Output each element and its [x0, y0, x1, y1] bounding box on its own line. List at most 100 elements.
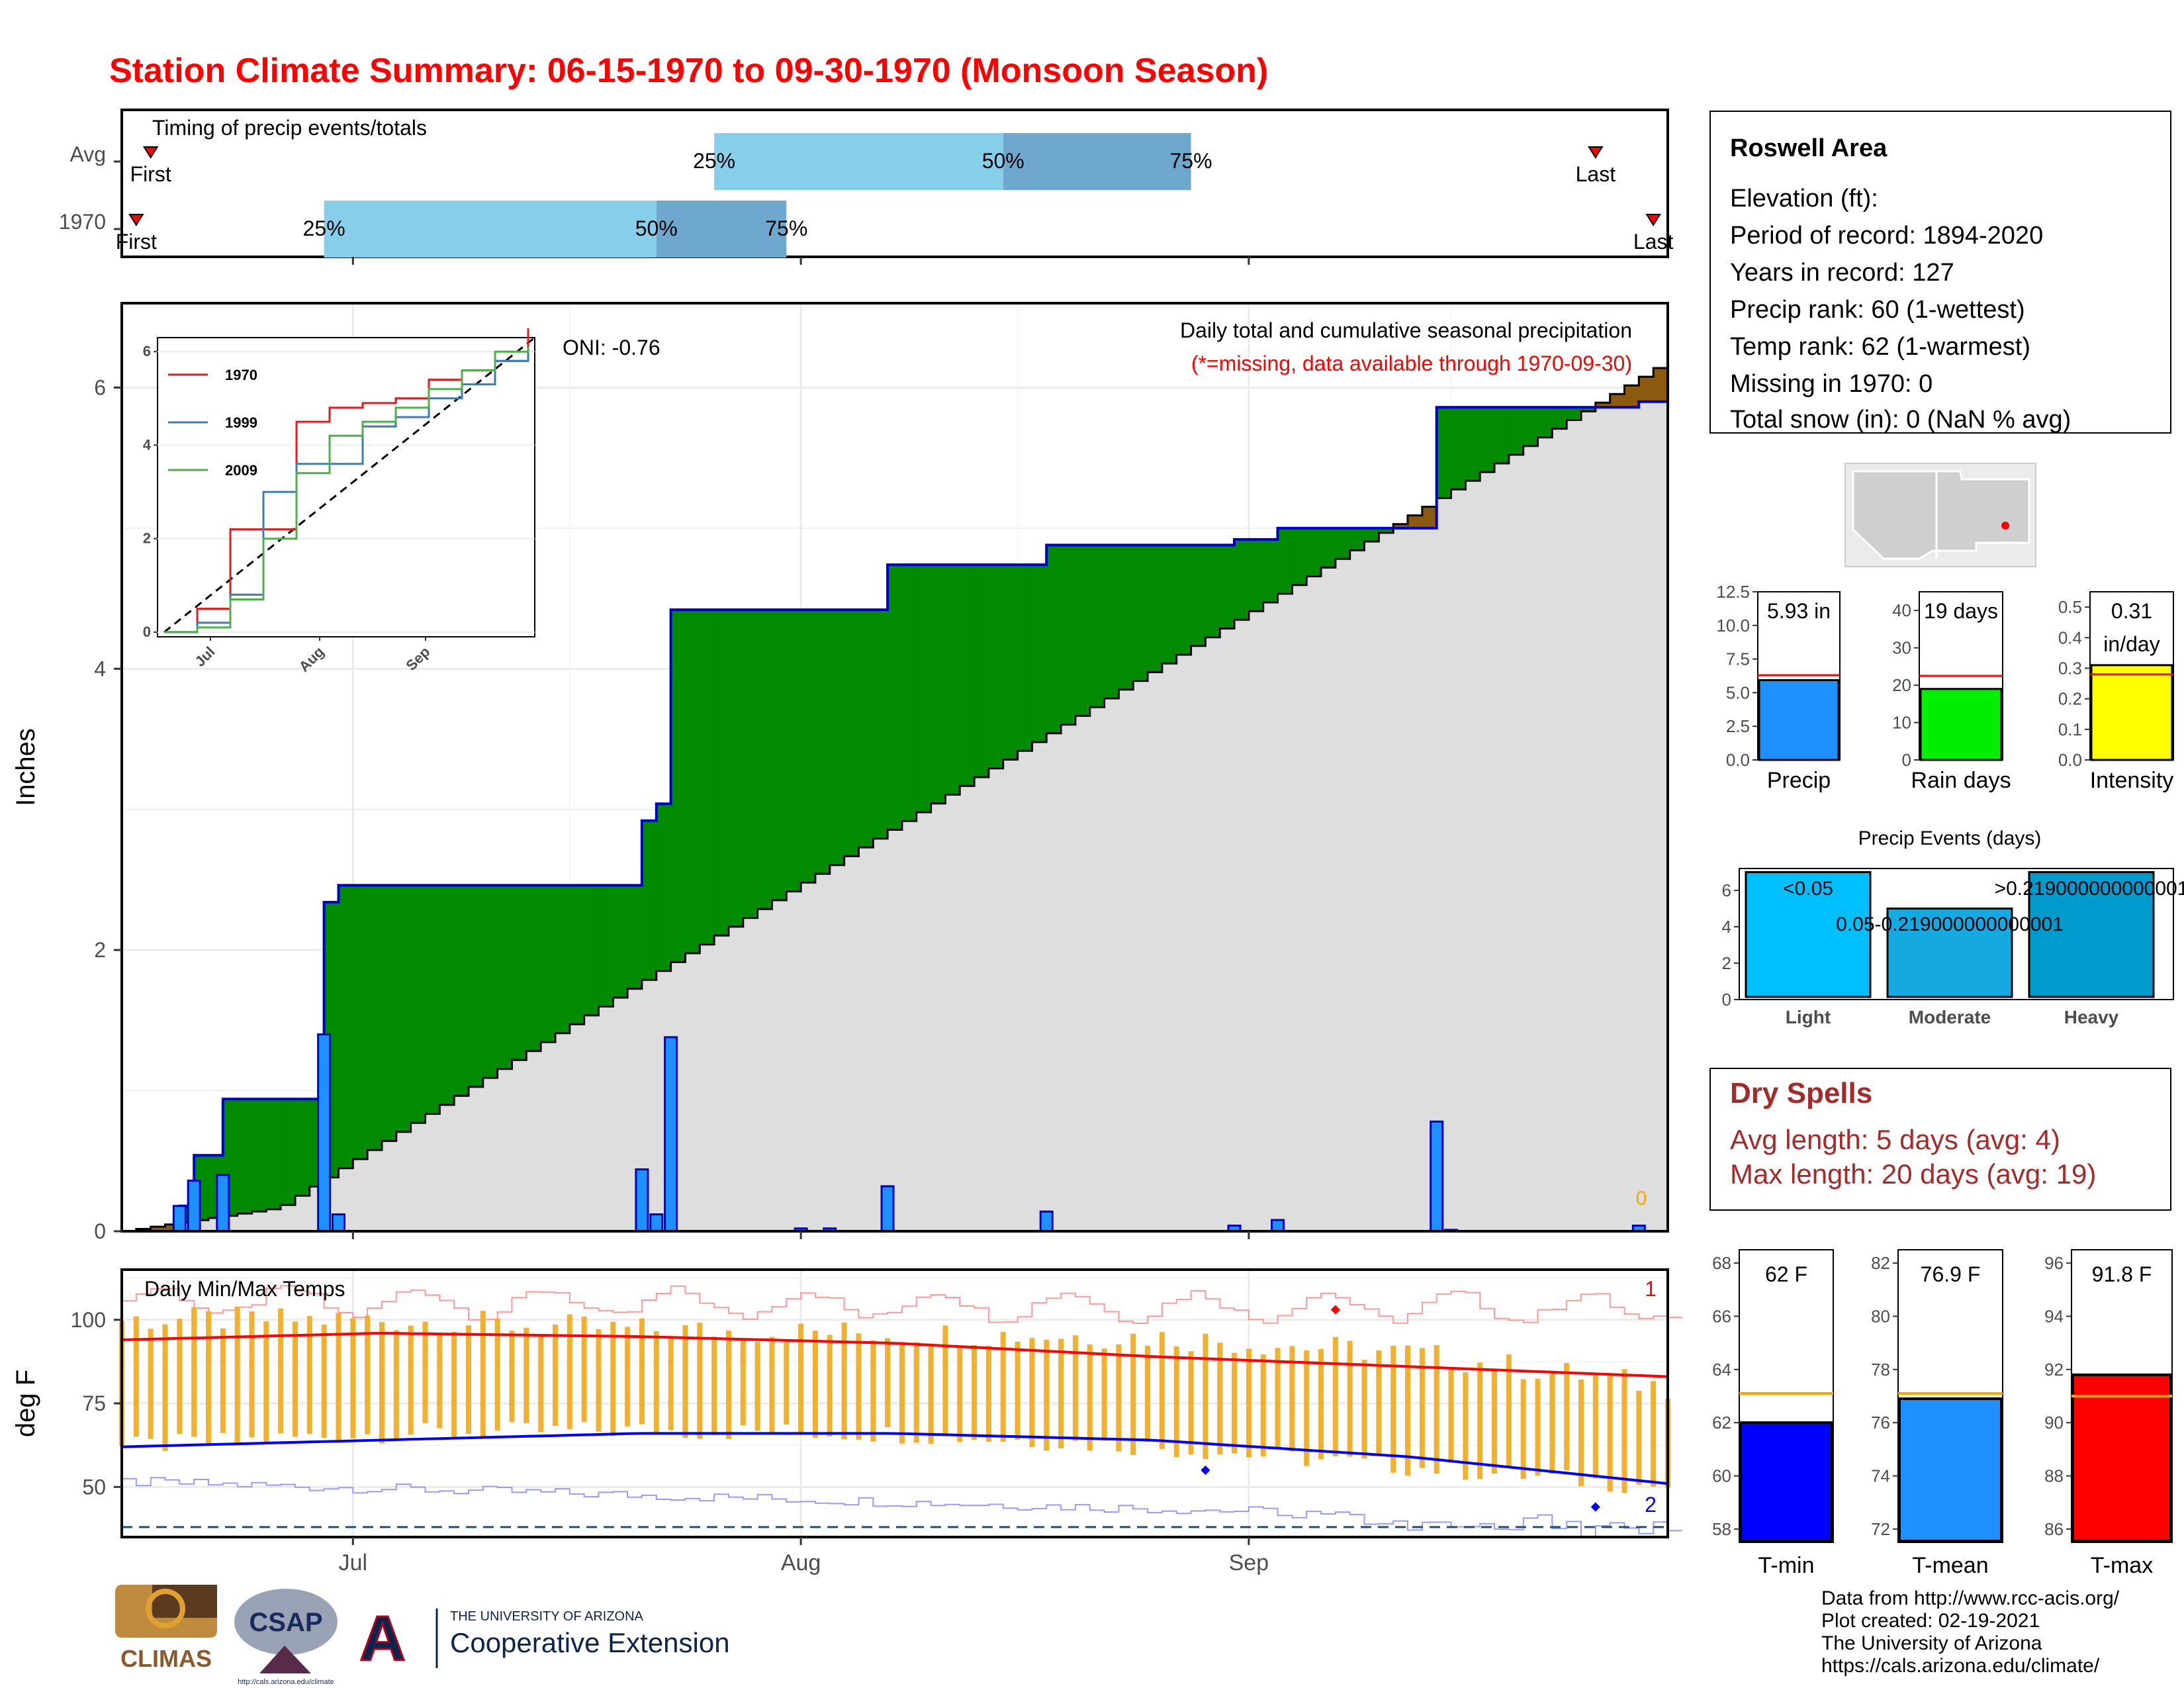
- mini-chart-precip: 0.0 2.5 5.0 7.5 10.0 12.5 5.93 in Precip: [1716, 582, 1841, 793]
- surplus-area: [1234, 539, 1250, 620]
- daily-temp-range-bar: [437, 1335, 443, 1429]
- daily-temp-range-bar: [1419, 1348, 1425, 1468]
- daily-temp-range-bar: [942, 1325, 948, 1434]
- climas-logo: CLIMAS: [115, 1585, 217, 1672]
- inset-legend-label: 1970: [225, 367, 257, 383]
- daily-temp-range-bar: [972, 1345, 978, 1440]
- surplus-area: [1075, 545, 1091, 716]
- inset-legend-label: 2009: [225, 462, 257, 479]
- surplus-area: [1263, 539, 1279, 603]
- surplus-area: [873, 610, 888, 839]
- daily-temp-range-bar: [451, 1331, 457, 1437]
- surplus-area: [931, 565, 946, 804]
- mini-chart-y-tick-label: 0.2: [2058, 689, 2082, 709]
- daily-temp-range-bar: [177, 1319, 183, 1434]
- daily-temp-range-bar: [827, 1335, 833, 1436]
- surplus-area: [338, 885, 353, 1168]
- daily-temp-range-bar: [1000, 1332, 1006, 1442]
- surplus-area: [1220, 545, 1235, 629]
- daily-temp-range-bar: [465, 1325, 471, 1434]
- daily-temp-range-bar: [1448, 1368, 1454, 1462]
- temp-x-tick-label: Aug: [781, 1550, 821, 1575]
- mini-chart-y-tick-label: 0.3: [2058, 658, 2082, 678]
- surplus-area: [1191, 545, 1206, 646]
- mini-chart-value: 5.93 in: [1767, 599, 1831, 623]
- temp-summary-t-max: 86 88 90 92 94 96 91.8 F T-max: [2044, 1249, 2173, 1578]
- temperature-label: Daily Min/Max Temps: [144, 1277, 345, 1301]
- station-location-marker: [2001, 522, 2009, 530]
- first-label: First: [116, 230, 157, 254]
- mini-chart-label: Intensity: [2090, 768, 2174, 793]
- daily-temp-range-bar: [292, 1321, 298, 1437]
- record-high-marker: [1330, 1305, 1340, 1315]
- surplus-area: [1335, 528, 1351, 559]
- station-snow: Total snow (in): 0 (NaN % avg): [1730, 406, 2071, 434]
- daily-temp-range-bar: [538, 1334, 544, 1432]
- timing-bar-25-50: [714, 133, 1003, 190]
- daily-precip-bar: [331, 1213, 345, 1233]
- station-elevation: Elevation (ft):: [1730, 185, 1878, 212]
- surplus-area: [526, 885, 541, 1051]
- timing-label: Timing of precip events/totals: [152, 116, 427, 140]
- climas-logo-text: CLIMAS: [120, 1645, 212, 1672]
- daily-temp-range-bar: [1029, 1338, 1035, 1448]
- daily-temp-range-bar: [1058, 1338, 1064, 1448]
- surplus-area: [858, 610, 874, 848]
- events-label-moderate: 0.05-0.219000000000001: [1836, 914, 2064, 935]
- inset-y-tick-label: 2: [143, 530, 151, 547]
- daily-temp-range-bar: [653, 1331, 659, 1435]
- daily-temp-range-bar: [1477, 1362, 1483, 1479]
- daily-temp-range-bar: [1203, 1333, 1208, 1460]
- daily-temp-range-bar: [523, 1327, 529, 1423]
- timing-panel: 25% 50% 75% First Last 25% 50% 75% First Last Tim…: [59, 109, 1674, 265]
- temp-summary-bar: [2071, 1373, 2172, 1542]
- temp-y-tick-label: 100: [71, 1308, 106, 1332]
- daily-temp-range-bar: [1217, 1342, 1223, 1455]
- daily-temp-range-bar: [985, 1345, 991, 1442]
- mini-chart-bar: [1758, 679, 1840, 761]
- surplus-area: [1523, 407, 1539, 446]
- mini-chart-y-tick-label: 7.5: [1726, 649, 1750, 669]
- temp-summary-y-tick-label: 78: [1871, 1360, 1890, 1380]
- observed-cumulative-line: [122, 397, 1669, 1233]
- daily-temp-range-bar: [1405, 1345, 1411, 1476]
- surplus-area: [497, 885, 513, 1069]
- mini-chart-y-tick-label: 20: [1892, 675, 1911, 695]
- daily-temp-range-bar: [1275, 1348, 1281, 1448]
- temp-y-tick-label: 50: [82, 1475, 106, 1499]
- daily-temp-range-bar: [1304, 1350, 1310, 1466]
- surplus-area: [685, 610, 700, 954]
- daily-temp-range-bar: [697, 1323, 703, 1439]
- footer-url: https://cals.arizona.edu/climate/: [1821, 1655, 2100, 1677]
- surplus-area: [1349, 528, 1365, 551]
- daily-temp-range-bar: [567, 1314, 572, 1429]
- surplus-area: [641, 820, 657, 980]
- station-temp-rank: Temp rank: 62 (1-warmest): [1730, 333, 2030, 361]
- precip-description: Daily total and cumulative seasonal prec…: [1180, 318, 1632, 342]
- timing-row-avg: Avg: [69, 142, 106, 166]
- surplus-area: [266, 1099, 281, 1209]
- inset-legend-label: 1999: [225, 414, 257, 431]
- deficit-area: [1408, 515, 1423, 528]
- temp-x-tick-label: Jul: [339, 1550, 367, 1575]
- surplus-area: [1364, 528, 1379, 542]
- events-y-tick-label: 2: [1722, 953, 1731, 973]
- daily-temp-range-bar: [625, 1327, 631, 1427]
- daily-temp-range-bar: [494, 1318, 500, 1430]
- surplus-area: [468, 885, 484, 1087]
- surplus-area: [295, 1099, 310, 1196]
- events-label-light: <0.05: [1783, 878, 1833, 900]
- last-marker-icon: [1645, 214, 1661, 226]
- ua-logo-coop-text: Cooperative Extension: [450, 1627, 730, 1658]
- surplus-area: [786, 610, 801, 892]
- temp-summary-t-min: 58 60 62 64 66 68 62 F T-min: [1712, 1249, 1834, 1578]
- daily-temp-range-bar: [1332, 1336, 1338, 1456]
- surplus-area: [584, 885, 600, 1015]
- daily-temp-range-bar: [899, 1342, 905, 1444]
- temp-summary-y-tick-label: 58: [1712, 1519, 1731, 1539]
- daily-temp-range-bar: [205, 1311, 211, 1444]
- daily-temp-range-bar: [754, 1341, 760, 1431]
- precip-panel: 0 2 4 6 Inches ONI: -0.76 Daily total and c…: [11, 302, 1669, 1243]
- mini-chart-y-tick-label: 10: [1892, 713, 1911, 733]
